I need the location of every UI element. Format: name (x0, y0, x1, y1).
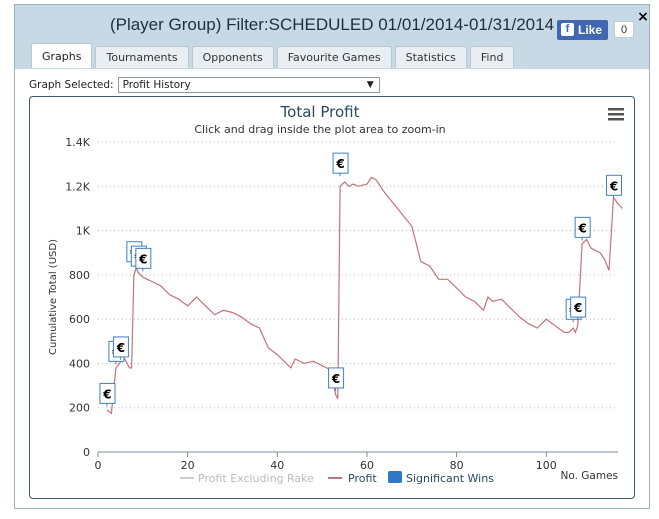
flag-box (112, 336, 129, 358)
graph-selector-row: Graph Selected: Profit History ▼ (29, 76, 380, 94)
significant-win-flag[interactable]: € (135, 247, 152, 272)
y-tick-label: 0 (83, 446, 90, 459)
significant-win-flag[interactable]: € (606, 174, 623, 199)
chart-subtitle: Click and drag inside the plot area to z… (194, 123, 445, 136)
euro-icon: € (102, 387, 111, 401)
tab-graphs[interactable]: Graphs (31, 43, 93, 68)
flag-box (135, 247, 152, 269)
flag-box (574, 216, 591, 238)
legend-excl-rake-label[interactable]: Profit Excluding Rake (198, 472, 314, 485)
euro-icon: € (577, 221, 586, 235)
x-tick-label: 100 (536, 459, 557, 472)
window-title: (Player Group) Filter:SCHEDULED 01/01/20… (109, 15, 555, 34)
title-bar: (Player Group) Filter:SCHEDULED 01/01/20… (15, 5, 649, 69)
legend-wins-swatch (388, 471, 402, 483)
chart-title: Total Profit (280, 103, 360, 121)
flag-box (328, 367, 345, 389)
flag-box (606, 174, 623, 196)
x-tick-label: 0 (95, 459, 102, 472)
x-tick-label: 40 (270, 459, 284, 472)
chart-container: Total Profit Click and drag inside the p… (29, 96, 635, 499)
profit-chart[interactable]: Total Profit Click and drag inside the p… (30, 97, 634, 498)
profit-series (106, 176, 623, 415)
significant-win-flag[interactable]: € (332, 152, 349, 177)
y-tick-label: 800 (69, 269, 90, 282)
euro-icon: € (138, 252, 147, 266)
y-tick-label: 400 (69, 357, 90, 370)
significant-wins-markers: €€€€€€€€€€€€ (99, 152, 623, 407)
tab-bar: Graphs Tournaments Opponents Favourite G… (31, 43, 515, 69)
chart-grid (98, 141, 618, 453)
facebook-like-button[interactable]: f Like (557, 19, 609, 40)
facebook-like-count: 0 (614, 21, 635, 38)
euro-icon: € (609, 179, 618, 193)
facebook-like-label: Like (578, 22, 603, 37)
tab-opponents[interactable]: Opponents (191, 46, 274, 68)
y-tick-label: 600 (69, 313, 90, 326)
tab-statistics[interactable]: Statistics (394, 46, 467, 68)
profit-line (106, 176, 623, 415)
report-window: (Player Group) Filter:SCHEDULED 01/01/20… (14, 4, 650, 509)
significant-win-flag[interactable]: € (328, 367, 345, 391)
euro-icon: € (331, 372, 340, 386)
significant-win-flag[interactable]: € (574, 216, 591, 241)
legend-wins-label[interactable]: Significant Wins (406, 472, 494, 485)
significant-win-flag[interactable]: € (99, 382, 116, 407)
flag-box (99, 382, 116, 404)
x-tick-label: 80 (450, 459, 464, 472)
y-tick-label: 1.4K (65, 136, 90, 149)
legend-profit-label[interactable]: Profit (348, 472, 377, 485)
legend: Profit Excluding Rake Profit Significant… (180, 471, 494, 485)
euro-icon: € (116, 341, 125, 355)
flag-box (332, 152, 349, 174)
x-axis-ticks: 0 20 40 60 80 100 (95, 452, 557, 472)
tab-find[interactable]: Find (469, 46, 515, 68)
y-axis-ticks: 0 200 400 600 800 1K 1.2K 1.4K (65, 136, 90, 459)
significant-win-flag[interactable]: € (112, 336, 129, 360)
graph-select-dropdown[interactable]: Profit History ▼ (117, 77, 380, 93)
x-tick-label: 20 (181, 459, 195, 472)
y-tick-label: 1K (76, 225, 91, 238)
tab-tournaments[interactable]: Tournaments (95, 46, 189, 68)
hamburger-menu-icon[interactable] (608, 108, 624, 121)
euro-icon: € (335, 157, 344, 171)
close-icon[interactable]: × (637, 9, 649, 25)
x-axis-label: No. Games (561, 470, 619, 482)
y-tick-label: 1.2K (65, 180, 90, 193)
dropdown-arrow-icon: ▼ (366, 80, 374, 90)
graph-select-value: Profit History (122, 79, 191, 91)
graph-selected-label: Graph Selected: (29, 79, 114, 91)
facebook-like-widget[interactable]: f Like 0 (557, 19, 635, 40)
flag-box (570, 296, 587, 318)
y-axis-label: Cumulative Total (USD) (48, 239, 59, 355)
x-tick-label: 60 (360, 459, 374, 472)
tab-favourite-games[interactable]: Favourite Games (276, 46, 392, 68)
significant-win-flag[interactable]: € (570, 296, 587, 321)
euro-icon: € (573, 301, 582, 315)
facebook-icon: f (561, 23, 574, 36)
y-tick-label: 200 (69, 402, 90, 415)
